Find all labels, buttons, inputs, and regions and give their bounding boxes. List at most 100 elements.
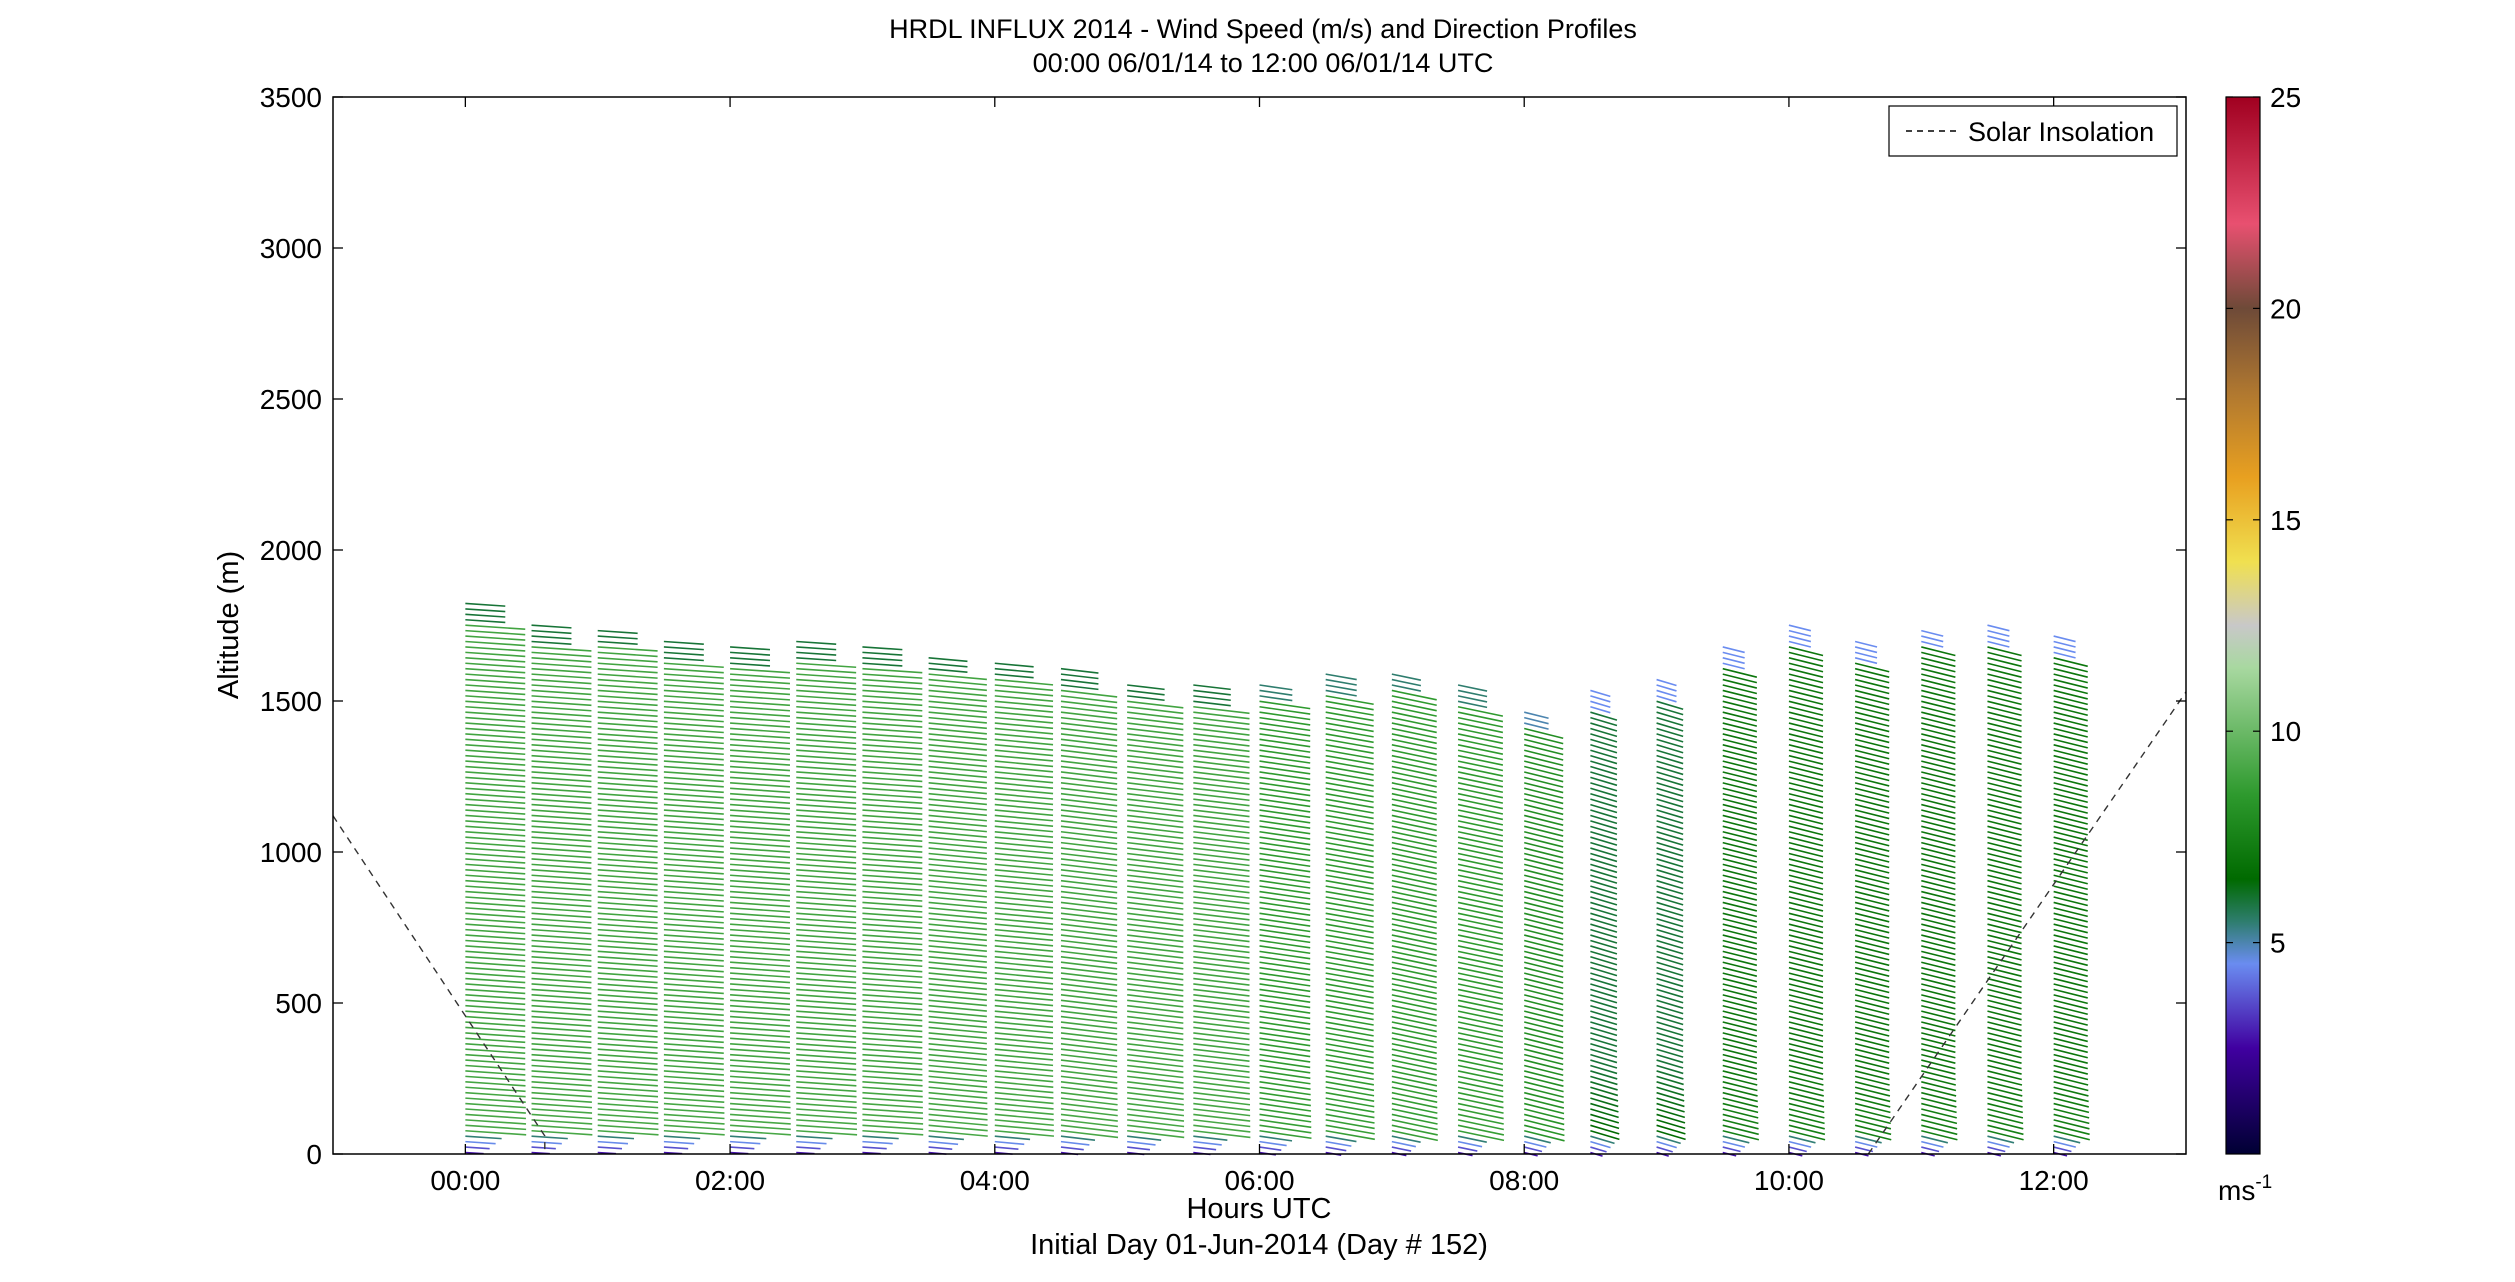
wind-barb [1259,716,1311,726]
wind-barb [1921,640,1944,648]
wind-barb [2053,1064,2088,1075]
wind-barb [1391,1059,1437,1071]
wind-barb [531,983,592,989]
wind-barb [663,934,724,940]
wind-barb [1987,1026,2022,1037]
wind-barb [531,1086,592,1093]
wind-barb [1722,1015,1758,1026]
wind-barb [1656,803,1684,814]
wind-barb [1259,874,1311,884]
wind-barb [994,923,1054,931]
wind-barb [994,863,1054,871]
wind-barb [465,1129,527,1136]
wind-barb [1457,809,1504,821]
wind-barb [1457,983,1504,995]
wind-barb [1921,1021,1956,1032]
wind-barb [663,1113,725,1120]
wind-barb [465,1004,526,1011]
wind-barb [1590,754,1618,765]
wind-barb [1259,792,1311,802]
wind-barb [2053,744,2088,755]
wind-barb [862,841,923,848]
wind-barb [597,705,658,712]
wind-barb [1391,1102,1438,1114]
wind-barb [1722,874,1758,885]
wind-barb [862,776,923,783]
wind-barb [730,896,791,902]
wind-barb [597,1129,659,1136]
wind-barb [465,1108,526,1114]
wind-barb [1788,678,1824,689]
wind-barb [1325,705,1374,716]
wind-barb [1854,1075,1890,1086]
wind-barb [597,1004,658,1011]
wind-barb [1524,738,1564,750]
wind-barb [1987,1140,2010,1148]
wind-barb [1788,722,1824,733]
wind-barb [1656,901,1684,912]
wind-barb [1391,934,1437,946]
wind-barb [1854,1086,1891,1097]
wind-barb [1854,1081,1890,1092]
wind-barb [994,874,1054,882]
wind-barb [1987,1032,2022,1043]
wind-barb [1590,1086,1619,1097]
wind-barb [1590,836,1618,846]
wind-barb [531,684,592,690]
wind-barb [597,1135,635,1140]
wind-barb [796,1064,857,1071]
wind-barb [730,988,791,995]
wind-barb [1325,749,1374,760]
wind-barb [1457,689,1488,698]
wind-barb [1193,776,1250,785]
wind-barb [1722,662,1745,670]
wind-barb [2053,684,2088,695]
wind-barb [1524,1113,1565,1126]
wind-barb [1127,830,1184,840]
wind-barb [2053,901,2088,912]
wind-barb [1987,869,2022,880]
wind-barb [1656,841,1684,852]
wind-barb [531,1075,592,1082]
wind-barb [1854,1070,1890,1081]
wind-barb [796,1010,857,1016]
wind-barb [1193,988,1250,997]
wind-barb [1788,651,1824,662]
wind-barb [1457,928,1504,940]
wind-barb [1127,711,1184,720]
wind-barb [1127,1146,1151,1151]
wind-barb [1656,885,1684,895]
wind-barb [928,749,987,757]
wind-barb [597,749,658,756]
wind-barb [994,955,1054,963]
wind-barb [730,1086,791,1093]
wind-barb [1921,977,1956,988]
wind-barb [465,1021,526,1027]
wind-barb [1325,890,1374,901]
wind-barb [730,923,791,929]
wind-barb [531,640,572,645]
wind-barb [663,733,724,739]
wind-barb [1590,912,1618,922]
wind-barb [1921,869,1956,880]
wind-barb [1590,749,1618,759]
wind-barb [1788,885,1824,896]
wind-barb [1127,695,1165,702]
wind-barb [597,1124,659,1131]
wind-barb [994,787,1054,795]
wind-barb [2053,678,2088,689]
wind-barb [1325,1129,1375,1141]
wind-barb [994,869,1054,876]
wind-barb [730,950,791,957]
wind-barb [1987,678,2022,689]
wind-barb [1193,950,1250,959]
wind-barb [663,890,724,897]
wind-barb [1854,917,1890,929]
wind-barb [730,667,791,674]
wind-barb [730,830,791,837]
wind-barb [1457,896,1504,908]
wind-barb [1987,874,2022,885]
wind-barb [1722,1091,1758,1103]
wind-barb [1391,1004,1437,1016]
wind-barb [1722,977,1758,988]
